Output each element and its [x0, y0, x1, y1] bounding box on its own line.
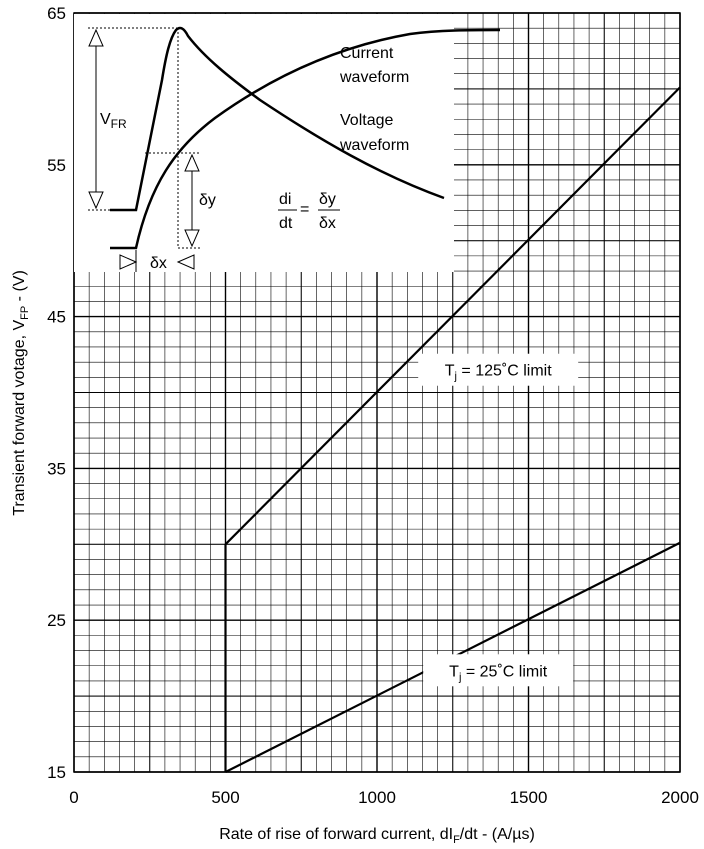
annotation-box-tj25 — [423, 654, 574, 687]
formula-di: di — [279, 191, 291, 208]
y-tick-label: 55 — [47, 156, 66, 175]
x-tick-label: 1500 — [510, 788, 548, 807]
series-line-0 — [224, 86, 681, 546]
dx-arrow-right — [176, 254, 195, 270]
inset-waveform-diagram: VFR δy δx Current waveform Voltage wavef… — [74, 14, 501, 272]
plot-frame — [73, 12, 681, 773]
x-tick-labels: 0 500 1000 1500 2000 — [69, 788, 699, 807]
dy-arrow-head-bottom — [184, 229, 200, 248]
x-tick-label: 2000 — [661, 788, 699, 807]
x-tick-label: 500 — [211, 788, 239, 807]
y-tick-label: 15 — [47, 763, 66, 782]
x-tick-label: 1000 — [358, 788, 396, 807]
current-waveform-label-1: Current — [340, 45, 394, 62]
annotation-layer: Tj = 125˚C limit Tj = 25˚C limit — [418, 353, 579, 687]
vfr-label: VFR — [100, 111, 127, 131]
y-tick-label: 25 — [47, 611, 66, 630]
dx-arrow-left — [119, 254, 138, 270]
y-axis-label: Transient forward votage, VFP - (V) — [11, 270, 31, 516]
x-axis-label: Rate of rise of forward current, dIF/dt … — [219, 826, 535, 846]
voltage-waveform-label-1: Voltage — [340, 112, 393, 129]
y-tick-label: 45 — [47, 308, 66, 327]
y-tick-labels: 15 25 35 45 55 65 — [47, 4, 66, 782]
dy-arrow-head-top — [184, 153, 200, 172]
voltage-waveform-label-2: waveform — [339, 137, 409, 154]
annotation-label-tj125: Tj = 125˚C limit — [445, 363, 552, 383]
formula-equals: = — [300, 201, 309, 218]
current-waveform-curve — [110, 28, 501, 250]
voltage-waveform-curve — [110, 26, 445, 212]
inset-background — [74, 14, 454, 272]
dy-label: δy — [199, 192, 216, 209]
x-tick-label: 0 — [69, 788, 78, 807]
annotation-label-tj25: Tj = 25˚C limit — [449, 663, 548, 683]
y-tick-label: 35 — [47, 459, 66, 478]
y-tick-label: 65 — [47, 4, 66, 23]
formula-dx: δx — [319, 215, 336, 232]
current-waveform-label-2: waveform — [339, 69, 409, 86]
annotation-box-tj125 — [418, 353, 579, 386]
formula-dt: dt — [279, 215, 293, 232]
dx-label: δx — [150, 255, 167, 272]
vfr-arrow-head-top — [88, 28, 104, 47]
formula-dy: δy — [319, 191, 336, 208]
vfr-arrow-head-bottom — [88, 191, 104, 210]
